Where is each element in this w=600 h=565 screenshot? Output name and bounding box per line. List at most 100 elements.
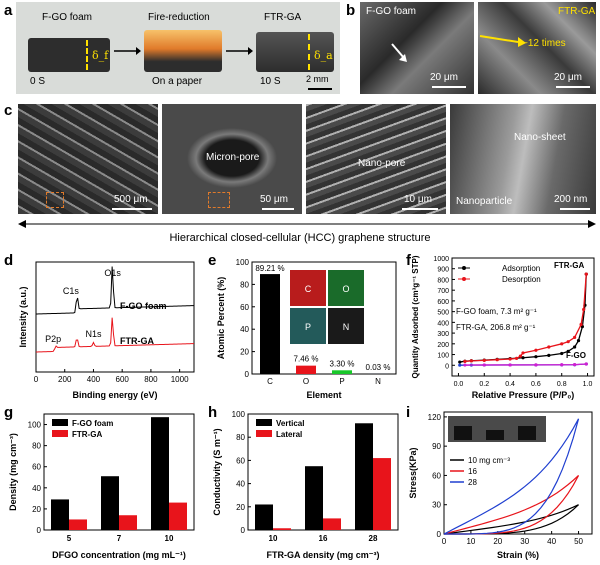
chart-f-point xyxy=(573,363,577,367)
chart-g-bar xyxy=(169,502,187,530)
panel-b-right-label: FTR-GA xyxy=(558,6,596,17)
scale-bar-c1 xyxy=(112,208,152,210)
arrow-icon xyxy=(391,43,407,62)
chart-f-point xyxy=(534,348,538,352)
panel-c-sem-3: Nano-pore 10 μm xyxy=(306,104,446,214)
chart-f-point xyxy=(547,345,551,349)
chart-e-xtick-label: C xyxy=(267,377,273,386)
chart-h-ytick-label: 60 xyxy=(236,456,245,465)
chart-h-ytick-label: 20 xyxy=(236,503,245,512)
chart-h-xtick-label: 10 xyxy=(269,534,278,543)
chart-e-value-label: 7.46 % xyxy=(294,355,319,364)
zoom-box-2 xyxy=(208,192,230,208)
chart-f-xtick-label: 0.2 xyxy=(479,381,489,388)
chart-f-series-1 xyxy=(464,274,587,363)
chart-e-ytick-label: 100 xyxy=(236,258,250,267)
chart-e-value-label: 89.21 % xyxy=(255,264,284,273)
chart-e-eds-map-label: C xyxy=(305,284,312,294)
chart-d-xtick-label: 800 xyxy=(144,375,158,384)
chart-e-plot-frame xyxy=(251,261,397,375)
chart-d-series-fgo xyxy=(35,266,195,315)
chart-d-series-ftrga xyxy=(35,317,195,353)
panel-a-title-2: Fire-reduction xyxy=(148,12,210,23)
chart-f-ytick-label: 0 xyxy=(445,363,449,370)
chart-f-point xyxy=(584,362,588,366)
chart-f-label-ftrga: FTR-GA xyxy=(554,261,584,270)
chart-g-bar xyxy=(69,519,87,530)
chart-h-xlabel: FTR-GA density (mg cm⁻³) xyxy=(267,550,380,560)
chart-h-bar xyxy=(255,504,273,530)
panel-a-title-3: FTR-GA xyxy=(264,12,302,23)
micron-pore-label: Micron-pore xyxy=(206,152,260,163)
panel-label-d: d xyxy=(4,252,14,269)
chart-i-ytick-label: 0 xyxy=(437,530,442,539)
chart-e-eds-map-P xyxy=(290,308,326,344)
chart-f-legend-marker-des xyxy=(462,277,466,281)
panel-b-left-label: F-GO foam xyxy=(366,6,417,17)
panel-label-b: b xyxy=(346,2,356,19)
chart-f-point xyxy=(534,363,538,367)
panel-a-photo: F-GO foam Fire-reduction FTR-GA δ_f δ_a … xyxy=(16,2,340,94)
chart-h-xtick-label: 16 xyxy=(319,534,328,543)
chart-g-ytick-label: 40 xyxy=(32,484,41,493)
hcc-double-arrow-icon xyxy=(18,220,596,228)
chart-h-ytick-label: 0 xyxy=(241,526,246,535)
chart-d-xtick-label: 200 xyxy=(58,375,72,384)
chart-d-xtick-label: 400 xyxy=(87,375,101,384)
chart-e-eds-map-label: N xyxy=(343,322,350,332)
chart-e-ylabel: Atomic Percent (%) xyxy=(216,277,226,360)
chart-f-xtick-label: 0.4 xyxy=(505,381,515,388)
chart-h-ytick-label: 80 xyxy=(236,433,245,442)
scale-label-b-left: 20 μm xyxy=(430,72,458,83)
chart-f-point xyxy=(576,339,581,343)
chart-f-ylabel: Quantity Adsorbed (cm³g⁻¹ STP) xyxy=(411,255,420,378)
chart-d-peak-n1s: N1s xyxy=(85,329,102,339)
chart-i-inset-block xyxy=(454,426,472,440)
delta-a-arrow xyxy=(308,34,310,70)
chart-h-bar xyxy=(373,458,391,530)
chart-f-point xyxy=(482,363,486,367)
chart-d-xtick-label: 1000 xyxy=(171,375,189,384)
chart-i-ytick-label: 60 xyxy=(432,471,441,480)
chart-h-ytick-label: 100 xyxy=(232,410,246,419)
chart-f-point xyxy=(458,360,462,364)
chart-i-xtick-label: 0 xyxy=(442,537,447,546)
chart-e-ytick-label: 80 xyxy=(240,280,249,289)
chart-g-density: 0 20 40 60 80 100 5 7 10 F-GO foam FTR-GA Density (… xyxy=(8,413,195,560)
chart-f-point xyxy=(463,363,467,367)
chart-e-ytick-label: 40 xyxy=(240,325,249,334)
chart-g-xtick-label: 10 xyxy=(165,534,174,543)
chart-i-series-unloading-0 xyxy=(443,504,579,535)
time-0: 0 S xyxy=(30,76,46,87)
chart-g-ytick-label: 80 xyxy=(32,442,41,451)
chart-f-legend-marker-ads xyxy=(462,266,466,270)
chart-f-point xyxy=(566,340,570,344)
chart-f-point xyxy=(469,359,473,363)
scale-label-c4: 200 nm xyxy=(554,194,588,205)
chart-h-bar xyxy=(355,423,373,530)
chart-e-ytick-label: 20 xyxy=(240,348,249,357)
chart-g-bar xyxy=(119,515,137,530)
chart-f-series-0 xyxy=(459,274,587,363)
chart-i-legend-label: 10 mg cm⁻³ xyxy=(468,456,510,465)
scale-bar-c3 xyxy=(402,208,438,210)
chart-e-atomic: 0 20 40 60 80 100 C 89.21 % O 7.46 % P 3.30 % N 0.03 … xyxy=(216,258,397,400)
chart-i-legend-label: 16 xyxy=(468,467,477,476)
chart-g-xtick-label: 7 xyxy=(117,534,122,543)
chart-f-point xyxy=(566,349,570,353)
chart-f-point xyxy=(560,363,564,367)
chart-f-ytick-label: 800 xyxy=(437,277,449,284)
panel-b-annotation: ~12 times xyxy=(522,38,566,49)
chart-g-ytick-label: 60 xyxy=(32,463,41,472)
scale-label-c1: 500 μm xyxy=(114,194,148,205)
chart-d-ylabel: Intensity (a.u.) xyxy=(18,286,28,347)
delta-f-label: δ_f xyxy=(92,49,109,62)
chart-d-xtick-label: 0 xyxy=(34,375,39,384)
chart-g-ytick-label: 20 xyxy=(32,505,41,514)
chart-f-point xyxy=(534,355,538,359)
chart-e-ytick-label: 60 xyxy=(240,303,249,312)
nanoparticle-label: Nanoparticle xyxy=(456,196,513,207)
chart-f-legend-adsorption: Adsorption xyxy=(502,264,540,273)
panel-c-sem-2: Micron-pore 50 μm xyxy=(162,104,302,214)
chart-f-point xyxy=(560,342,564,346)
